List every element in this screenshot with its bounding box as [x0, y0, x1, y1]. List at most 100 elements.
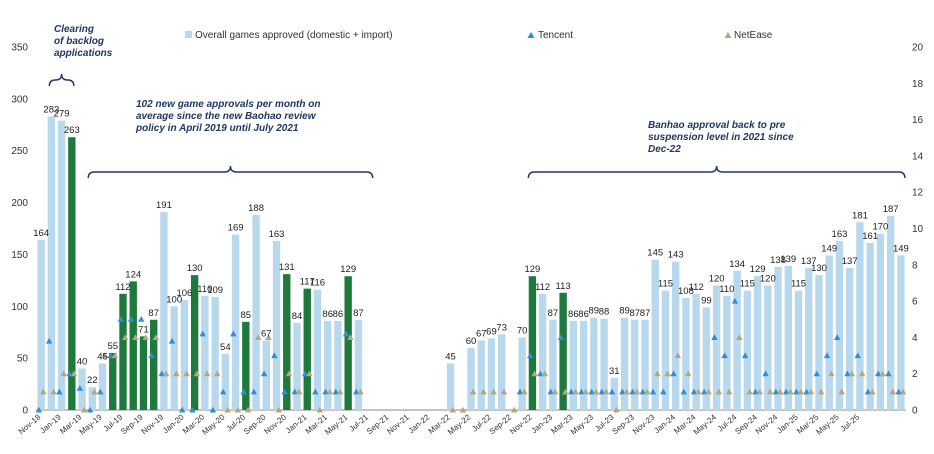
netease-marker-3	[70, 370, 78, 377]
left-tick-350: 350	[11, 43, 28, 54]
netease-marker-30	[347, 334, 354, 340]
bar-49	[538, 293, 547, 410]
right-tick-10: 10	[912, 224, 924, 235]
tencent-marker-6	[97, 388, 104, 395]
x-tick-0: Nov-18	[17, 412, 43, 436]
tencent-marker-58	[629, 388, 636, 395]
data-label-2: 279	[54, 109, 70, 120]
bar-58	[631, 319, 639, 410]
bar-29	[334, 320, 342, 410]
annotation-baohao-line-2: average since the new Baohao review	[136, 111, 317, 122]
bar-47	[518, 337, 526, 410]
bar-0	[37, 239, 45, 410]
netease-marker-4	[81, 406, 88, 413]
x-tick-21: May-22	[446, 412, 473, 436]
bar-53	[579, 320, 588, 410]
tencent-marker-54	[588, 388, 595, 395]
data-label-44: 69	[486, 326, 497, 337]
netease-marker-73	[787, 388, 794, 395]
left-tick-0: 0	[22, 406, 28, 417]
tencent-marker-2	[56, 388, 63, 395]
bar-12	[160, 211, 168, 410]
data-label-26: 117	[300, 277, 315, 288]
bar-42	[467, 347, 475, 410]
netease-marker-59	[644, 388, 651, 395]
netease-marker-6	[101, 352, 108, 359]
bar-20	[242, 321, 250, 410]
netease-marker-44	[490, 388, 497, 395]
tencent-marker-69	[741, 352, 749, 359]
tencent-marker-64	[690, 388, 698, 395]
tencent-marker-76	[813, 370, 820, 377]
bar-77	[825, 255, 833, 410]
tencent-marker-13	[168, 337, 176, 344]
bar-6	[98, 363, 107, 410]
netease-marker-65	[705, 388, 712, 395]
tencent-marker-19	[230, 330, 237, 337]
data-label-71: 120	[760, 274, 776, 285]
netease-marker-79	[848, 370, 856, 377]
tencent-marker-26	[301, 370, 309, 377]
bar-7	[109, 352, 117, 410]
bar-11	[150, 319, 158, 410]
tencent-marker-9	[127, 316, 135, 322]
bar-73	[784, 265, 792, 410]
tencent-marker-68	[731, 297, 739, 304]
bar-68	[733, 271, 741, 410]
netease-marker-63	[684, 370, 692, 377]
bar-63	[682, 297, 690, 410]
netease-marker-9	[132, 334, 139, 340]
data-label-8: 112	[115, 282, 130, 293]
x-tick-36: Nov-24	[754, 412, 780, 436]
netease-marker-14	[183, 370, 190, 377]
left-tick-50: 50	[17, 354, 29, 365]
x-tick-39: May-25	[815, 412, 842, 436]
data-label-55: 88	[599, 307, 610, 318]
bar-54	[590, 317, 598, 410]
brace-baohao-policy	[87, 165, 374, 179]
tencent-marker-60	[649, 388, 657, 395]
tencent-marker-11	[148, 352, 155, 359]
data-label-81: 161	[862, 231, 878, 242]
netease-marker-45	[500, 388, 508, 395]
left-tick-100: 100	[11, 302, 28, 313]
x-tick-12: Nov-20	[262, 412, 288, 436]
netease-marker-77	[828, 370, 835, 377]
data-label-76: 130	[811, 263, 827, 274]
tencent-marker-21	[250, 388, 258, 395]
annotation-recovery-line-1: Banhao approval back to pre	[648, 120, 786, 131]
bar-78	[835, 240, 844, 410]
bar-80	[856, 222, 864, 410]
data-label-10: 71	[138, 324, 149, 335]
data-label-0: 164	[33, 228, 49, 239]
netease-marker-41	[459, 406, 467, 413]
netease-marker-60	[654, 370, 661, 377]
annotation-baohao-line-3: policy in April 2019 until July 2021	[135, 123, 299, 134]
data-label-5: 22	[87, 375, 98, 386]
tencent-marker-82	[875, 370, 882, 377]
netease-marker-56	[613, 406, 620, 413]
data-label-19: 169	[228, 223, 244, 234]
right-tick-0: 0	[912, 406, 918, 417]
bar-23	[272, 240, 281, 410]
tencent-marker-65	[701, 388, 708, 395]
bar-26	[303, 288, 311, 410]
bar-27	[313, 289, 322, 410]
netease-marker-10	[142, 334, 149, 340]
data-label-4: 40	[77, 357, 88, 368]
netease-marker-69	[746, 388, 753, 395]
data-label-3: 263	[64, 125, 80, 136]
bar-66	[712, 285, 721, 410]
bar-71	[764, 285, 772, 410]
data-label-23: 163	[269, 229, 285, 240]
tencent-marker-73	[782, 388, 790, 395]
netease-marker-5	[91, 388, 98, 395]
data-label-42: 60	[466, 336, 477, 347]
data-label-84: 149	[893, 243, 909, 254]
netease-marker-58	[633, 388, 641, 395]
netease-marker-52	[572, 388, 579, 395]
tencent-marker-47	[516, 388, 524, 395]
tencent-marker-16	[199, 330, 206, 337]
data-label-21: 188	[248, 203, 264, 214]
